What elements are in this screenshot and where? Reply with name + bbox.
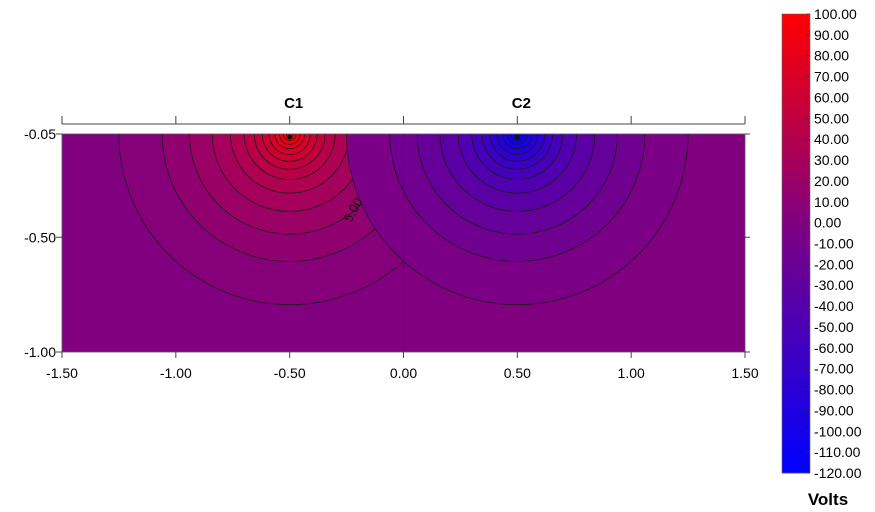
- x-axis: -1.50 -1.00 -0.50 0.00 0.50 1.00 1.50: [46, 352, 759, 381]
- colorbar-band: [782, 452, 810, 463]
- colorbar-level-label: -30.00: [814, 277, 854, 293]
- colorbar-band: [782, 170, 810, 182]
- colorbar-level-label: -100.00: [814, 423, 862, 439]
- colorbar-band: [782, 107, 810, 119]
- colorbar-level-label: 90.00: [814, 27, 849, 43]
- electrode-labels: C1 C2: [284, 95, 531, 112]
- colorbar-level-label: -90.00: [814, 402, 854, 418]
- colorbar-band: [782, 274, 810, 286]
- colorbar-title: Volts: [808, 490, 848, 509]
- colorbar-band: [782, 76, 810, 88]
- y-tick-label: -1.00: [24, 344, 56, 360]
- colorbar-band: [782, 55, 810, 67]
- colorbar-level-label: -50.00: [814, 319, 854, 335]
- colorbar-band: [782, 97, 810, 109]
- colorbar-level-label: -80.00: [814, 382, 854, 398]
- colorbar-band: [782, 389, 810, 401]
- colorbar-level-label: 20.00: [814, 173, 849, 189]
- colorbar-level-label: 0.00: [814, 215, 841, 231]
- colorbar-level-label: -70.00: [814, 361, 854, 377]
- electrode-label: C1: [284, 95, 303, 112]
- colorbar-band: [782, 243, 810, 255]
- colorbar-band: [782, 420, 810, 432]
- colorbar-band: [782, 264, 810, 276]
- colorbar-band: [782, 431, 810, 443]
- colorbar-band: [782, 337, 810, 349]
- x-tick-label: 1.00: [618, 365, 645, 381]
- x-tick-label: 1.50: [731, 365, 758, 381]
- colorbar-band: [782, 306, 810, 317]
- colorbar-band: [782, 368, 810, 380]
- colorbar-band: [782, 253, 810, 265]
- colorbar-band: [782, 139, 810, 151]
- colorbar-band: [782, 180, 810, 192]
- colorbar-level-label: -10.00: [814, 236, 854, 252]
- colorbar-band: [782, 399, 810, 411]
- electrode-label: C2: [512, 95, 531, 112]
- colorbar-level-label: 100.00: [814, 6, 857, 22]
- colorbar-level-label: 30.00: [814, 152, 849, 168]
- colorbar-band: [782, 191, 810, 203]
- colorbar-band: [782, 118, 810, 130]
- colorbar-band: [782, 66, 810, 77]
- colorbar: 100.00 90.00 80.00 70.00 60.00 50.00 40.00 30.0…: [781, 6, 862, 481]
- colorbar-band: [782, 222, 810, 234]
- colorbar-band: [782, 379, 810, 390]
- x-tick-label: -0.50: [274, 365, 306, 381]
- colorbar-band: [782, 24, 810, 36]
- colorbar-level-label: 70.00: [814, 69, 849, 85]
- potential-fills: [118, 134, 689, 306]
- top-scale-ticks: [61, 116, 746, 124]
- colorbar-band: [782, 410, 810, 422]
- colorbar-level-label: 50.00: [814, 110, 849, 126]
- colorbar-band: [782, 14, 810, 25]
- x-tick-label: 0.50: [504, 365, 531, 381]
- colorbar-band: [782, 34, 810, 46]
- colorbar-band: [782, 160, 810, 171]
- colorbar-level-label: -60.00: [814, 340, 854, 356]
- colorbar-band: [782, 316, 810, 328]
- colorbar-band: [782, 45, 810, 57]
- colorbar-band: [782, 295, 810, 307]
- y-tick-label: -0.50: [24, 229, 56, 245]
- colorbar-band: [782, 233, 810, 244]
- contour-lines: [287, 134, 520, 140]
- colorbar-band: [782, 285, 810, 297]
- colorbar-level-label: -40.00: [814, 298, 854, 314]
- colorbar-level-label: -20.00: [814, 256, 854, 272]
- colorbar-level-label: 60.00: [814, 89, 849, 105]
- x-tick-label: 0.00: [390, 365, 417, 381]
- electrode-marker: [287, 134, 293, 140]
- y-axis: -0.05 -0.50 -1.00: [24, 126, 750, 360]
- colorbar-level-label: 80.00: [814, 48, 849, 64]
- colorbar-level-label: -120.00: [814, 465, 862, 481]
- y-tick-label: -0.05: [24, 126, 56, 142]
- colorbar-band: [782, 347, 810, 359]
- colorbar-band: [782, 358, 810, 370]
- colorbar-band: [782, 87, 810, 98]
- colorbar-band: [782, 149, 810, 161]
- colorbar-band: [782, 212, 810, 224]
- colorbar-level-label: 40.00: [814, 131, 849, 147]
- colorbar-level-label: 10.00: [814, 194, 849, 210]
- colorbar-band: [782, 326, 810, 338]
- colorbar-band: [782, 462, 810, 474]
- colorbar-band: [782, 201, 810, 213]
- colorbar-level-label: -110.00: [814, 444, 861, 460]
- electrode-marker: [514, 134, 520, 140]
- colorbar-band: [782, 441, 810, 453]
- x-tick-label: -1.00: [160, 365, 192, 381]
- x-tick-label: -1.50: [46, 365, 78, 381]
- colorbar-band: [782, 128, 810, 140]
